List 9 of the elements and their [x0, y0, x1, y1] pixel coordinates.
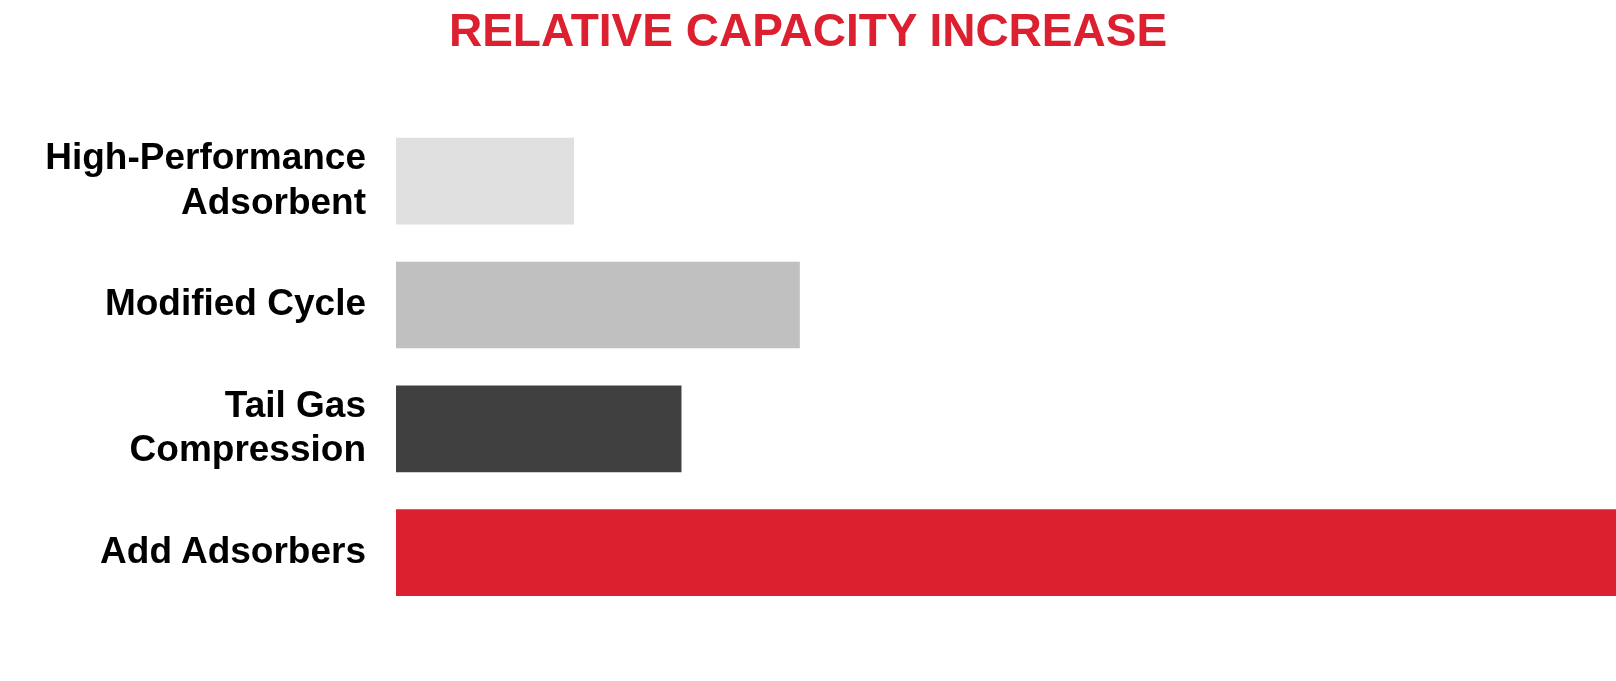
- bar: [396, 261, 800, 349]
- bar: [396, 509, 1616, 597]
- y-tick-label: High-Performance Adsorbent: [45, 136, 366, 222]
- y-tick-label: Tail Gas Compression: [129, 383, 366, 470]
- y-tick-label: Add Adsorbers: [100, 529, 366, 571]
- chart-title: RELATIVE CAPACITY INCREASE: [448, 4, 1168, 57]
- y-tick-label: Modified Cycle: [104, 282, 366, 324]
- bar: [396, 137, 575, 225]
- bar: [396, 385, 682, 473]
